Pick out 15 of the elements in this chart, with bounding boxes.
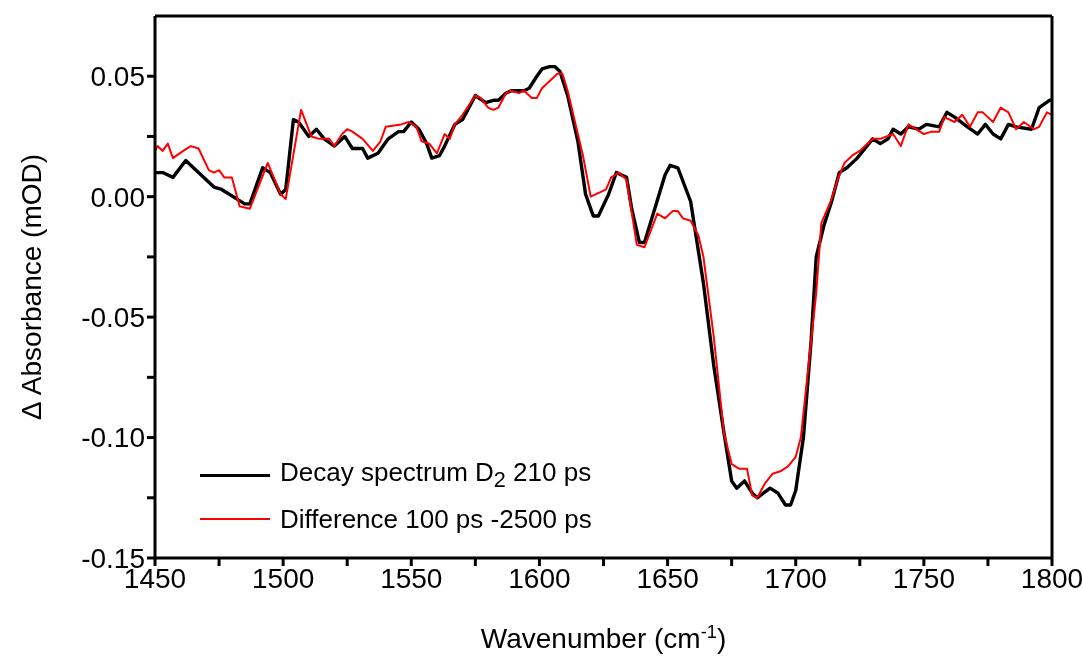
y-tick-label: 0.05 (90, 61, 145, 93)
x-tick-label: 1650 (636, 562, 699, 594)
x-tick-label: 1700 (764, 562, 827, 594)
legend-label: Decay spectrum D$_{2}$ 210 ps (280, 456, 592, 494)
y-tick-label: -0.10 (81, 422, 145, 454)
y-tick-label: -0.05 (81, 302, 145, 334)
x-tick-label: 1550 (380, 562, 443, 594)
x-tick-label: 1800 (1020, 562, 1083, 594)
y-tick-label: 0.00 (90, 181, 145, 213)
y-axis-title: Δ Absorbance (mOD) (16, 153, 48, 421)
x-tick-label: 1600 (508, 562, 571, 594)
legend-label: Difference 100 ps -2500 ps (280, 503, 592, 535)
x-tick-label: 1500 (251, 562, 315, 594)
x-tick-label: 1750 (892, 562, 956, 594)
x-axis-title: Wavenumber (cm$^{-1}$) (480, 622, 727, 654)
